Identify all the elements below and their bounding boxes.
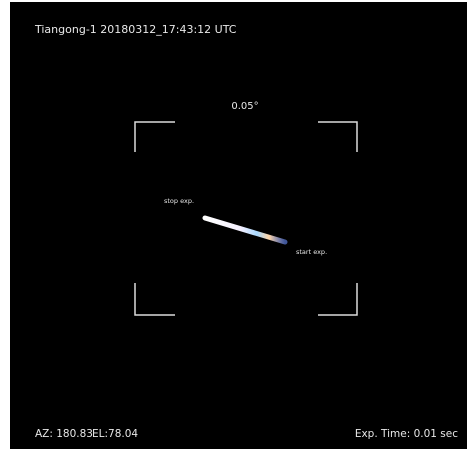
azimuth: AZ: 180.83	[35, 428, 93, 440]
telescope-image: Tiangong-1 20180312_17:43:12 UTC 0.05° s…	[0, 0, 470, 451]
scale-label: 0.05°	[231, 101, 258, 112]
exposure-time: Exp. Time: 0.01 sec	[355, 428, 458, 440]
image-title: Tiangong-1 20180312_17:43:12 UTC	[34, 23, 237, 36]
start-label: start exp.	[296, 248, 327, 256]
stop-label: stop exp.	[164, 197, 194, 205]
elevation: EL:78.04	[92, 428, 138, 440]
page: Tiangong-1 20180312_17:43:12 UTC 0.05° s…	[0, 0, 470, 451]
